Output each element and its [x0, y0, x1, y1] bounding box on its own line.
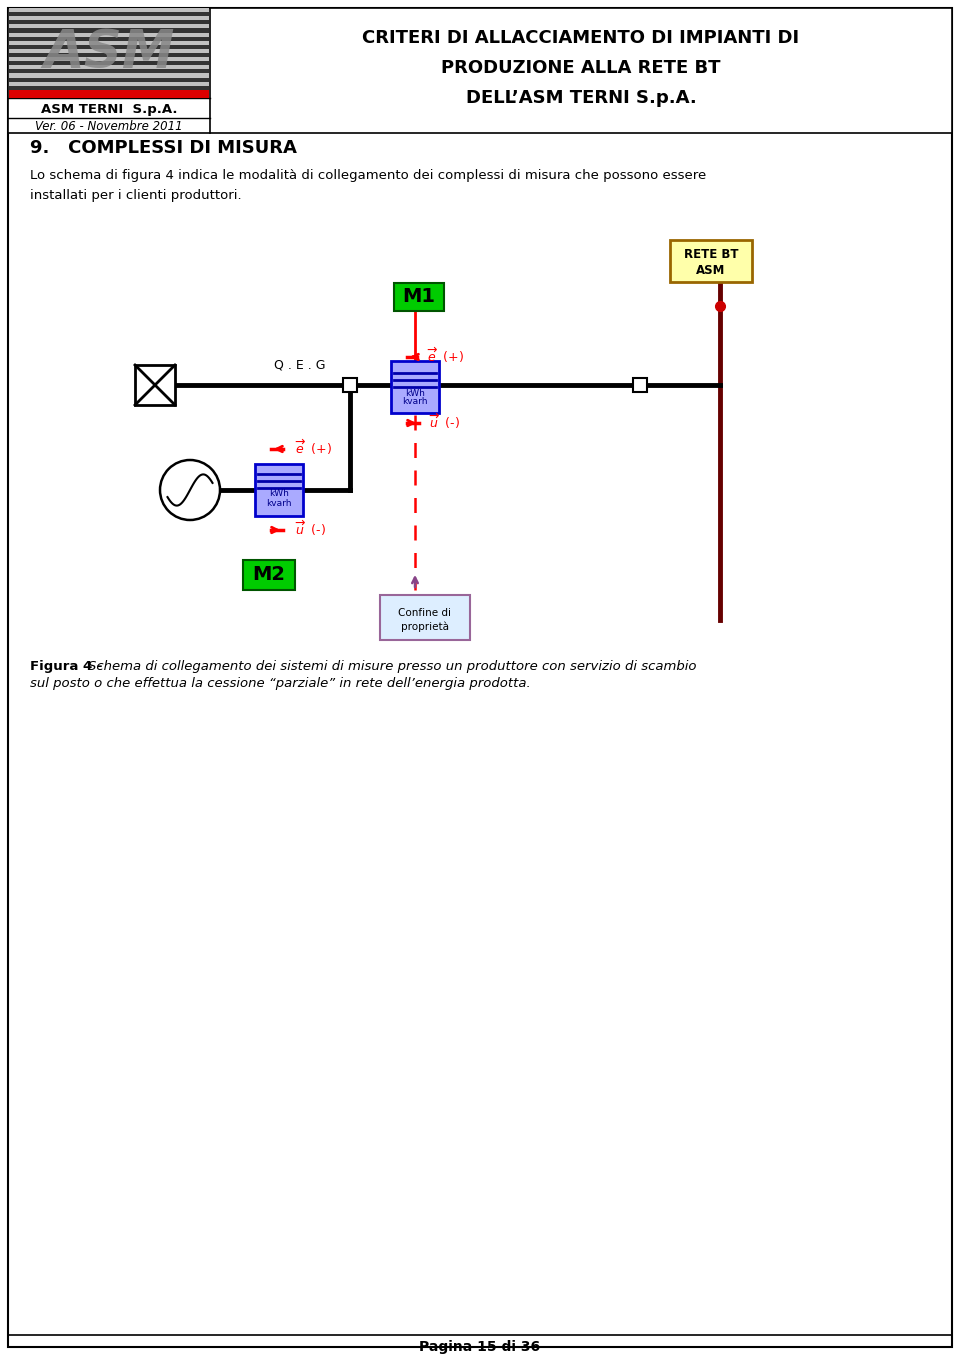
Bar — [9, 73, 209, 77]
Text: Schema di collegamento dei sistemi di misure presso un produttore con servizio d: Schema di collegamento dei sistemi di mi… — [88, 660, 697, 673]
Bar — [9, 45, 209, 49]
Bar — [9, 49, 209, 53]
Text: proprietà: proprietà — [401, 622, 449, 633]
Bar — [9, 8, 209, 12]
Text: 9.   COMPLESSI DI MISURA: 9. COMPLESSI DI MISURA — [30, 140, 297, 157]
Bar — [135, 364, 175, 405]
Bar — [243, 560, 295, 589]
Bar — [9, 12, 209, 16]
Text: Confine di: Confine di — [398, 608, 451, 618]
Text: Lo schema di figura 4 indica le modalità di collegamento dei complessi di misura: Lo schema di figura 4 indica le modalità… — [30, 168, 707, 182]
Text: installati per i clienti produttori.: installati per i clienti produttori. — [30, 188, 242, 202]
Bar — [9, 28, 209, 33]
Bar — [343, 378, 357, 392]
Text: kWh: kWh — [269, 489, 289, 499]
Text: DELL’ASM TERNI S.p.A.: DELL’ASM TERNI S.p.A. — [466, 89, 696, 107]
Text: $\overrightarrow{e}$  (+): $\overrightarrow{e}$ (+) — [295, 438, 332, 457]
Text: sul posto o che effettua la cessione “parziale” in rete dell’energia prodotta.: sul posto o che effettua la cessione “pa… — [30, 678, 531, 690]
Bar — [9, 8, 209, 98]
Bar — [9, 24, 209, 28]
Text: $\overrightarrow{u}$  (-): $\overrightarrow{u}$ (-) — [295, 519, 326, 538]
Text: PRODUZIONE ALLA RETE BT: PRODUZIONE ALLA RETE BT — [442, 60, 721, 77]
Bar — [9, 61, 209, 65]
Text: ASM: ASM — [696, 263, 726, 276]
Bar — [9, 16, 209, 20]
Bar — [9, 33, 209, 37]
Text: M1: M1 — [402, 287, 436, 306]
Bar — [9, 69, 209, 73]
Bar — [633, 378, 647, 392]
Text: kWh: kWh — [405, 389, 425, 397]
Bar — [394, 283, 444, 312]
Text: CRITERI DI ALLACCIAMENTO DI IMPIANTI DI: CRITERI DI ALLACCIAMENTO DI IMPIANTI DI — [363, 28, 800, 47]
Bar — [670, 240, 752, 282]
Bar — [9, 53, 209, 57]
Text: ASM TERNI  S.p.A.: ASM TERNI S.p.A. — [40, 103, 178, 115]
Bar — [9, 77, 209, 81]
Circle shape — [160, 459, 220, 520]
Text: $\overrightarrow{e}$  (+): $\overrightarrow{e}$ (+) — [427, 346, 464, 364]
Bar — [9, 65, 209, 69]
Bar — [9, 20, 209, 24]
Text: kvarh: kvarh — [402, 397, 428, 406]
Bar — [9, 41, 209, 45]
Bar — [8, 8, 952, 133]
Bar — [9, 81, 209, 85]
Text: Ver. 06 - Novembre 2011: Ver. 06 - Novembre 2011 — [36, 121, 182, 133]
Bar — [9, 37, 209, 41]
Bar — [255, 463, 303, 516]
Bar — [9, 93, 209, 98]
Text: Q . E . G: Q . E . G — [275, 359, 325, 371]
Text: RETE BT: RETE BT — [684, 248, 738, 260]
Text: Pagina 15 di 36: Pagina 15 di 36 — [420, 1340, 540, 1354]
Bar — [380, 595, 470, 640]
Bar — [9, 57, 209, 61]
Bar — [9, 89, 209, 93]
Text: kvarh: kvarh — [266, 499, 292, 508]
Bar — [9, 89, 209, 98]
Text: $\overrightarrow{u}$  (-): $\overrightarrow{u}$ (-) — [429, 412, 460, 431]
Text: ASM: ASM — [43, 27, 175, 79]
Bar — [391, 360, 439, 413]
Text: M2: M2 — [252, 565, 285, 584]
Text: Figura 4 -: Figura 4 - — [30, 660, 108, 673]
Bar — [9, 85, 209, 89]
